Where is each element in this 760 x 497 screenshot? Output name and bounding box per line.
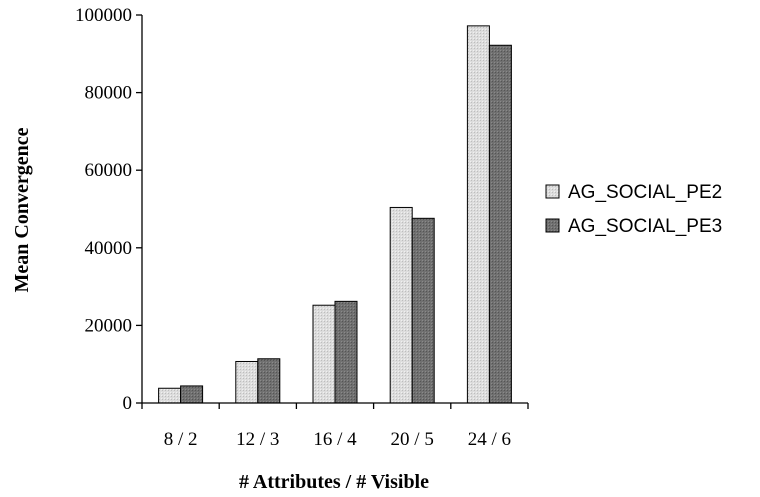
x-tick-label: 24 / 6 — [468, 429, 511, 450]
y-tick-label: 0 — [123, 393, 133, 414]
bar-ag-social-pe2 — [158, 387, 182, 404]
y-tick-label: 60000 — [85, 160, 133, 181]
bar-ag-social-pe3 — [334, 300, 358, 404]
legend-swatch — [545, 184, 560, 199]
y-axis-title: Mean Convergence — [11, 127, 33, 292]
legend-label: AG_SOCIAL_PE3 — [568, 216, 722, 237]
y-axis-ticks: 0 20000 40000 60000 80000 100000 — [75, 5, 142, 414]
bar-ag-social-pe3 — [257, 358, 281, 404]
legend-swatch — [545, 218, 560, 233]
bars — [158, 25, 512, 404]
x-tick-label: 12 / 3 — [236, 429, 279, 450]
x-tick-label: 20 / 5 — [391, 429, 434, 450]
x-tick-label: 8 / 2 — [164, 429, 198, 450]
bar-ag-social-pe3 — [180, 385, 204, 404]
bar-ag-social-pe2 — [466, 25, 490, 404]
x-axis-title: # Attributes / # Visible — [239, 471, 429, 493]
y-tick-label: 40000 — [85, 238, 133, 259]
x-tick-label: 16 / 4 — [313, 429, 357, 450]
bar-ag-social-pe2 — [389, 206, 413, 404]
legend: AG_SOCIAL_PE2 AG_SOCIAL_PE3 — [545, 182, 722, 237]
bar-ag-social-pe2 — [235, 360, 259, 404]
x-axis-ticks: 8 / 2 12 / 3 16 / 4 20 / 5 24 / 6 — [141, 403, 529, 450]
y-tick-label: 20000 — [85, 315, 133, 336]
y-tick-label: 80000 — [85, 83, 133, 104]
bar-ag-social-pe3 — [488, 44, 512, 404]
bar-ag-social-pe3 — [411, 217, 435, 404]
bar-ag-social-pe2 — [312, 304, 336, 404]
legend-label: AG_SOCIAL_PE2 — [568, 182, 722, 203]
y-tick-label: 100000 — [75, 5, 132, 26]
